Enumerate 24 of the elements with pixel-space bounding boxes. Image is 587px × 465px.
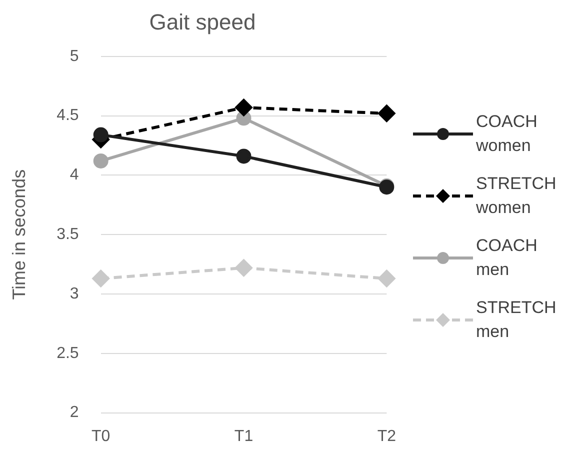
chart-title: Gait speed [149, 9, 256, 34]
x-tick-label: T0 [92, 428, 110, 445]
y-tick-label: 5 [70, 48, 79, 65]
y-tick-label: 2 [70, 404, 79, 422]
y-tick-label: 2.5 [56, 344, 79, 362]
point [378, 104, 396, 122]
point [92, 270, 110, 288]
point [236, 148, 252, 164]
point [235, 98, 252, 116]
y-axis-title: Time in seconds [8, 169, 29, 300]
y-tick-label: 3.5 [56, 226, 79, 244]
legend-label: STRETCH women [476, 173, 556, 219]
y-tick-label: 3 [70, 285, 79, 302]
legend-label: COACH men [476, 235, 538, 281]
legend-label: COACH women [476, 111, 538, 157]
point [235, 259, 252, 276]
point [93, 153, 108, 168]
x-tick-label: T1 [234, 428, 254, 445]
point [378, 270, 396, 288]
y-tick-label: 4 [70, 166, 79, 184]
legend-label: STRETCH men [476, 297, 556, 343]
x-tick-label: T2 [377, 428, 396, 445]
y-tick-label: 4.5 [56, 107, 79, 124]
point [93, 127, 108, 142]
